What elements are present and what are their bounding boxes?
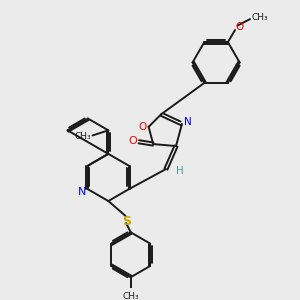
Text: H: H — [176, 167, 184, 176]
Text: N: N — [184, 118, 192, 128]
Text: CH₃: CH₃ — [252, 13, 268, 22]
Text: CH₃: CH₃ — [122, 292, 139, 300]
Text: O: O — [235, 22, 243, 32]
Text: S: S — [122, 214, 131, 228]
Text: O: O — [128, 136, 137, 146]
Text: CH₃: CH₃ — [74, 132, 91, 141]
Text: N: N — [77, 187, 86, 197]
Text: O: O — [138, 122, 146, 132]
